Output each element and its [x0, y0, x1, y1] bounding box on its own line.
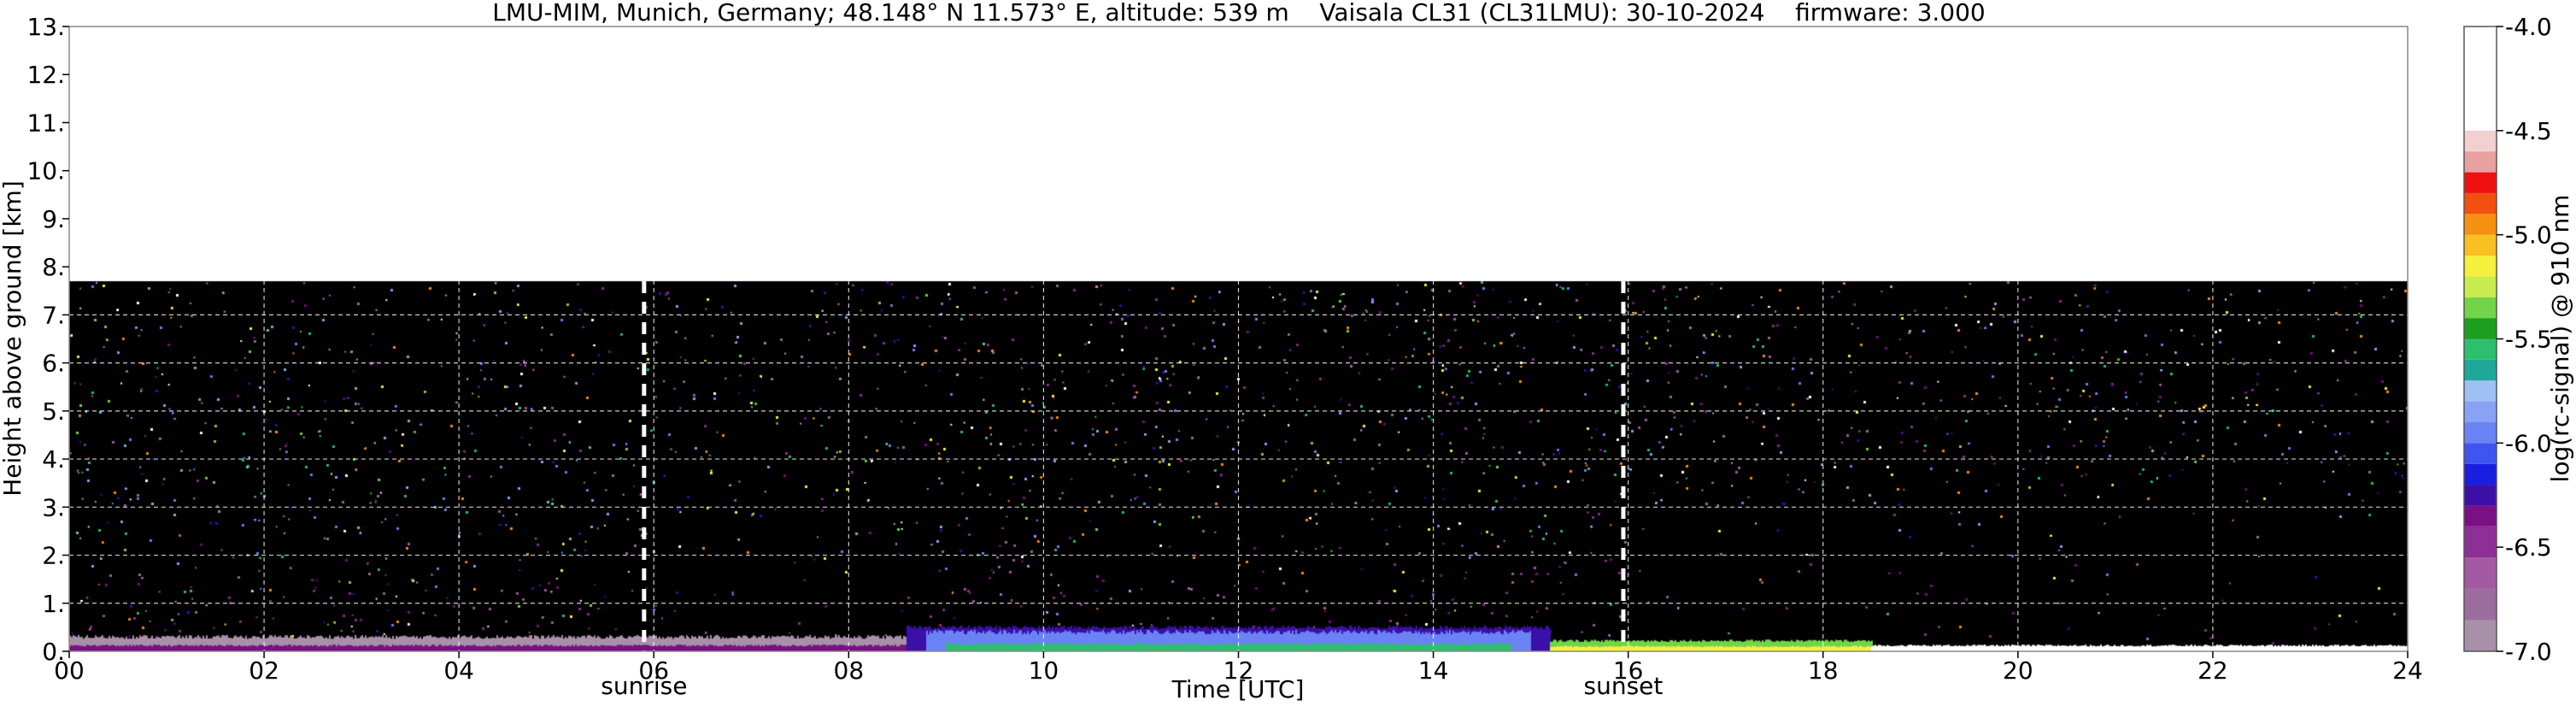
x-tick-label: 06: [638, 656, 669, 685]
colorbar-level: [2464, 401, 2497, 422]
y-tick-label: 1.: [42, 590, 65, 618]
colorbar-levels: [2464, 26, 2497, 651]
x-tick-label: 12: [1223, 656, 1254, 685]
colorbar-level: [2464, 234, 2497, 256]
x-tick-label: 24: [2392, 656, 2423, 685]
colorbar-level: [2464, 526, 2497, 558]
colorbar-level: [2464, 421, 2497, 444]
y-tick-label: 7.: [42, 301, 65, 329]
y-tick-label: 0.: [42, 638, 65, 666]
colorbar-level: [2464, 297, 2497, 319]
colorbar-level: [2464, 214, 2497, 235]
x-tick-label: 00: [54, 656, 85, 685]
colorbar-label: log(rc-signal) @ 910 nm: [2546, 195, 2574, 483]
colorbar-level: [2464, 620, 2497, 651]
colorbar-level: [2464, 256, 2497, 277]
colorbar-level: [2464, 359, 2497, 381]
x-axis: 00 02 04 06 08 10 12 14 16 18 20 22 24: [54, 651, 2423, 685]
colorbar-level: [2464, 276, 2497, 297]
colorbar-level: [2464, 151, 2497, 173]
y-tick-label: 3.: [42, 493, 65, 521]
colorbar-tick-label: -6.0: [2505, 429, 2552, 457]
x-tick-label: 02: [249, 656, 279, 685]
colorbar-tick-label: -4.5: [2505, 117, 2552, 145]
colorbar-ticks: -7.0 -6.5 -6.0 -5.5 -5.0 -4.5 -4.0: [2497, 13, 2552, 666]
y-tick-label: 13.: [26, 13, 65, 41]
x-axis-label: Time [UTC]: [1171, 675, 1305, 703]
colorbar-level: [2464, 338, 2497, 360]
colorbar-level: [2464, 588, 2497, 621]
colorbar-level: [2464, 26, 2497, 131]
y-tick-label: 9.: [42, 205, 65, 233]
colorbar-level: [2464, 443, 2497, 464]
colorbar-tick-label: -5.0: [2505, 221, 2552, 250]
sunrise-label: sunrise: [601, 672, 687, 700]
x-tick-label: 20: [2003, 656, 2033, 685]
x-tick-label: 10: [1029, 656, 1059, 685]
sun-markers: [642, 281, 1626, 651]
colorbar-level: [2464, 380, 2497, 402]
y-tick-label: 5.: [42, 397, 65, 426]
colorbar-level: [2464, 172, 2497, 193]
colorbar-level: [2464, 485, 2497, 506]
y-tick-label: 8.: [42, 253, 65, 281]
x-tick-label: 14: [1418, 656, 1449, 685]
colorbar-tick-label: -5.5: [2505, 326, 2552, 354]
y-tick-label: 11.: [26, 109, 65, 137]
grid-lines: [69, 26, 2408, 651]
y-axis-label: Height above ground [km]: [0, 180, 26, 497]
y-tick-label: 12.: [26, 61, 65, 89]
plot-area: [69, 26, 2408, 651]
x-tick-label: 16: [1613, 656, 1644, 685]
y-tick-label: 4.: [42, 445, 65, 474]
x-tick-label: 08: [834, 656, 865, 685]
x-tick-label: 22: [2198, 656, 2228, 685]
chart-title: LMU-MIM, Munich, Germany; 48.148° N 11.5…: [492, 0, 1986, 26]
colorbar-level: [2464, 318, 2497, 339]
colorbar-tick-label: -6.5: [2505, 533, 2552, 562]
x-tick-label: 04: [443, 656, 474, 685]
colorbar-level: [2464, 130, 2497, 152]
colorbar-tick-label: -7.0: [2505, 638, 2552, 666]
sunset-label: sunset: [1584, 672, 1664, 700]
y-tick-label: 10.: [26, 157, 65, 185]
colorbar-level: [2464, 505, 2497, 527]
y-tick-label: 6.: [42, 350, 65, 378]
colorbar-tick-label: -4.0: [2505, 13, 2552, 41]
x-tick-label: 18: [1808, 656, 1839, 685]
sun-marker-labels: sunrise sunset: [601, 672, 1663, 700]
y-tick-label: 2.: [42, 542, 65, 570]
colorbar-level: [2464, 463, 2497, 485]
colorbar: -7.0 -6.5 -6.0 -5.5 -5.0 -4.5 -4.0 log(rc-sign…: [2463, 13, 2574, 666]
y-axis: 0. 1. 2. 3. 4. 5. 6. 7. 8. 9. 10. 11. 12. 13.: [26, 13, 69, 666]
colorbar-level: [2464, 192, 2497, 215]
colorbar-level: [2464, 557, 2497, 589]
